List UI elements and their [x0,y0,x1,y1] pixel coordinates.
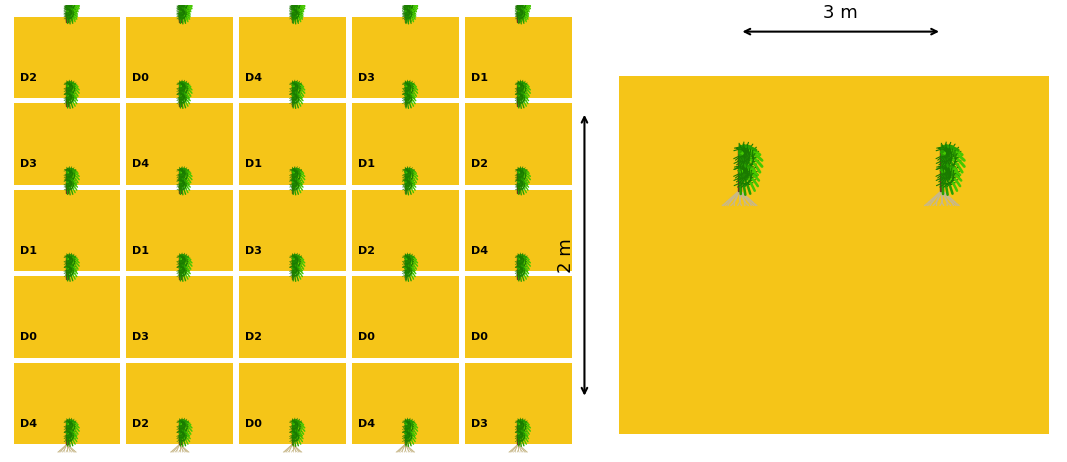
Text: D4: D4 [19,419,36,429]
Bar [352,276,459,358]
Bar [738,147,740,191]
Bar [14,17,121,98]
Bar [291,83,293,106]
Text: D4: D4 [132,159,149,170]
Bar [517,83,519,106]
Text: D3: D3 [357,73,375,83]
Bar [66,256,68,279]
Bar [517,0,519,22]
Bar [517,170,519,193]
Text: D3: D3 [245,246,262,256]
Bar [940,147,943,191]
Bar [14,363,121,444]
Bar [352,103,459,185]
Text: D1: D1 [132,246,149,256]
Bar [352,190,459,271]
Bar [404,0,407,22]
Text: D2: D2 [357,246,375,256]
Bar [126,17,234,98]
Bar [179,421,180,444]
Text: D0: D0 [245,419,262,429]
Bar [404,256,407,279]
Bar [517,256,519,279]
Bar [126,190,234,271]
Bar [352,17,459,98]
Text: D3: D3 [19,159,36,170]
Bar [239,363,346,444]
Text: D1: D1 [245,159,262,170]
Bar [239,17,346,98]
Text: D0: D0 [132,73,149,83]
Text: 3 m: 3 m [824,4,858,22]
Bar [465,17,572,98]
Bar [66,83,68,106]
Text: D3: D3 [471,419,488,429]
Bar [66,0,68,22]
Text: D0: D0 [471,332,488,342]
Bar [291,0,293,20]
Bar [239,190,346,271]
Bar [14,103,121,185]
Bar [517,0,519,20]
Text: D4: D4 [245,73,262,83]
Text: D1: D1 [471,73,488,83]
Text: D2: D2 [245,332,262,342]
Bar [126,363,234,444]
Bar [465,190,572,271]
Text: D0: D0 [19,332,36,342]
Text: D2: D2 [19,73,36,83]
Bar [239,103,346,185]
Bar [179,170,180,193]
Bar [404,421,407,444]
Bar [404,83,407,106]
Text: D4: D4 [471,246,488,256]
Bar [404,0,407,20]
Bar [291,256,293,279]
Text: D3: D3 [132,332,149,342]
Text: D4: D4 [357,419,375,429]
Text: 2 m: 2 m [557,238,574,273]
Bar [179,0,180,20]
Bar [126,276,234,358]
Bar [179,0,180,22]
Bar [66,170,68,193]
Bar [66,0,68,20]
Bar [126,103,234,185]
Bar [239,276,346,358]
Bar [404,170,407,193]
Bar [14,276,121,358]
Bar [66,421,68,444]
Bar [291,421,293,444]
Bar [465,363,572,444]
Text: D2: D2 [132,419,149,429]
Bar [465,276,572,358]
Bar [291,170,293,193]
Bar [291,0,293,22]
Bar [14,190,121,271]
Text: D1: D1 [19,246,36,256]
Text: D1: D1 [357,159,375,170]
Bar [179,83,180,106]
Bar [352,363,459,444]
Bar [465,103,572,185]
Text: D0: D0 [357,332,375,342]
Bar [619,76,1050,434]
Bar [179,256,180,279]
Text: D2: D2 [471,159,488,170]
Bar [517,421,519,444]
